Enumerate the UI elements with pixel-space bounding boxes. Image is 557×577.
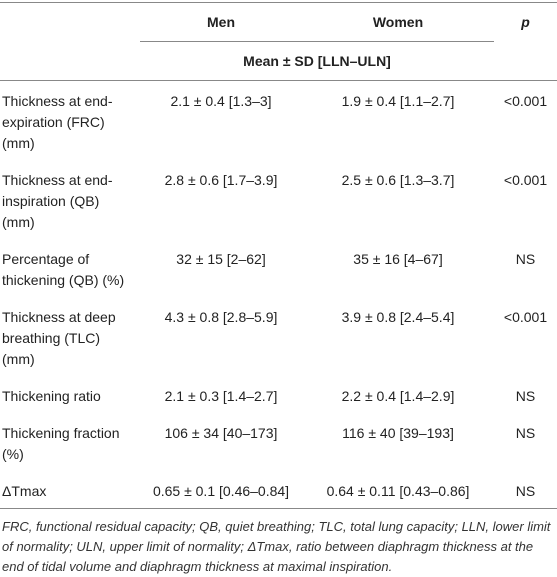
cell: 1.9 ± 0.4 [1.1–2.7] xyxy=(341,93,455,109)
row-label: Percentage of thickening (QB) (%) xyxy=(2,251,125,288)
row-label: ΔTmax xyxy=(2,483,47,499)
table-row: Thickness at deep breathing (TLC) (mm) 4.… xyxy=(0,297,557,376)
header-cell: p xyxy=(521,14,530,31)
row-label: Thickness at deep breathing (TLC) (mm) xyxy=(2,309,116,367)
cell: NS xyxy=(515,483,536,499)
row-label: Thickness at end-expiration (FRC) (mm) xyxy=(2,93,113,151)
table-row: ΔTmax 0.65 ± 0.1 [0.46–0.84] 0.64 ± 0.11 [… xyxy=(0,471,557,509)
cell: <0.001 xyxy=(503,93,548,109)
row-label: Thickening fraction (%) xyxy=(2,425,120,462)
cell: 4.3 ± 0.8 [2.8–5.9] xyxy=(164,309,278,325)
header-cell: Men xyxy=(207,14,235,30)
row-label: Thickness at end-inspiration (QB) (mm) xyxy=(2,172,113,230)
cell: 3.9 ± 0.8 [2.4–5.4] xyxy=(341,309,455,325)
footnote: FRC, functional residual capacity; QB, q… xyxy=(2,519,551,574)
data-table: Men Women p Mean ± SD [LLN–ULN] Thicknes… xyxy=(0,2,557,509)
subheader-row: Mean ± SD [LLN–ULN] xyxy=(0,41,557,81)
table-row: Thickness at end-inspiration (QB) (mm) 2.… xyxy=(0,160,557,239)
cell: 35 ± 16 [4–67] xyxy=(353,251,443,267)
table-row: Thickening fraction (%) 106 ± 34 [40–173]… xyxy=(0,413,557,471)
cell: 2.2 ± 0.4 [1.4–2.9] xyxy=(341,388,455,404)
cell: NS xyxy=(515,425,536,441)
cell: <0.001 xyxy=(503,172,548,188)
cell: 116 ± 40 [39–193] xyxy=(342,425,454,441)
cell: 2.8 ± 0.6 [1.7–3.9] xyxy=(164,172,278,188)
cell: 106 ± 34 [40–173] xyxy=(164,425,278,441)
header-cell: Women xyxy=(372,14,424,30)
row-label: Thickening ratio xyxy=(2,388,101,404)
cell: 32 ± 15 [2–62] xyxy=(176,251,266,267)
cell: NS xyxy=(515,388,536,404)
corner-cell xyxy=(0,42,140,81)
cell: 2.1 ± 0.3 [1.4–2.7] xyxy=(164,388,278,404)
table-body: Thickness at end-expiration (FRC) (mm) 2.… xyxy=(0,81,557,509)
table-row: Thickening ratio 2.1 ± 0.3 [1.4–2.7] 2.2 ±… xyxy=(0,376,557,413)
table-row: Thickness at end-expiration (FRC) (mm) 2.… xyxy=(0,81,557,161)
cell: 2.5 ± 0.6 [1.3–3.7] xyxy=(341,172,455,188)
header-row: Men Women p xyxy=(0,2,557,42)
cell: 0.65 ± 0.1 [0.46–0.84] xyxy=(152,483,290,499)
cell: <0.001 xyxy=(503,309,548,325)
table-row: Percentage of thickening (QB) (%) 32 ± 15… xyxy=(0,239,557,297)
cell: 2.1 ± 0.4 [1.3–3] xyxy=(170,93,272,109)
cell: 0.64 ± 0.11 [0.43–0.86] xyxy=(326,483,470,499)
subheader: Mean ± SD [LLN–ULN] xyxy=(140,41,494,81)
cell: NS xyxy=(515,251,536,267)
empty-cell xyxy=(494,42,557,81)
corner-cell xyxy=(0,3,140,42)
